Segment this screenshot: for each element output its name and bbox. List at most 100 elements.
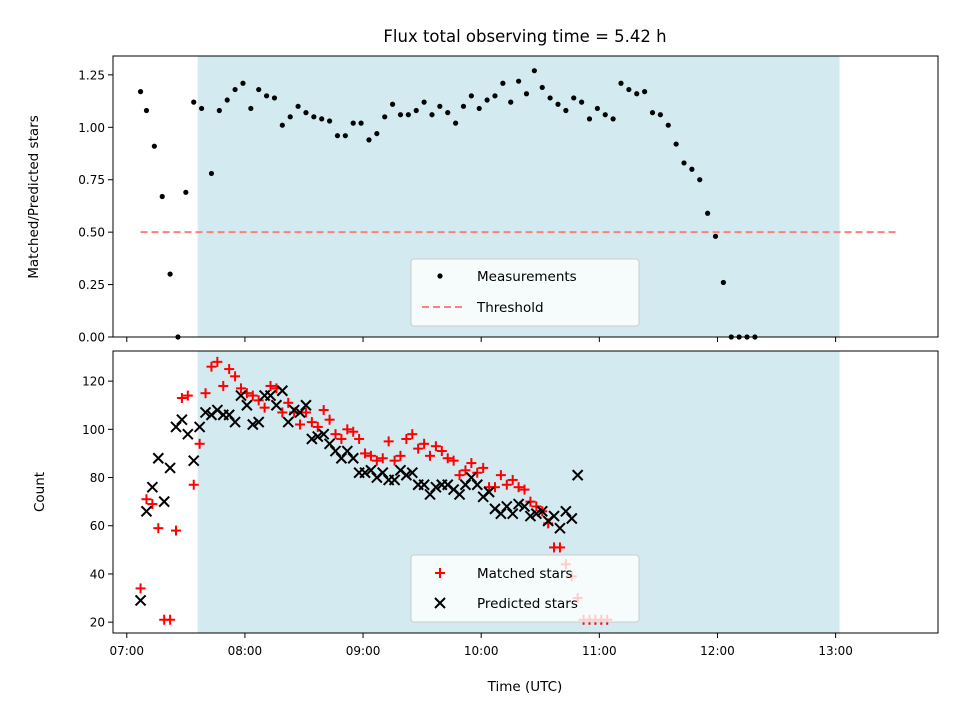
measurement-point — [523, 91, 530, 97]
matched-star-point — [182, 390, 193, 401]
bottom-legend-box — [410, 554, 640, 623]
top-y-tick-label: 1.00 — [78, 121, 105, 135]
top-y-tick-label: 0.50 — [78, 226, 105, 240]
measurement-point — [697, 177, 703, 183]
measurement-point — [712, 233, 719, 239]
matched-star-point — [324, 414, 335, 425]
predicted-star-point — [548, 510, 560, 522]
matched-star-point — [448, 455, 459, 466]
measurement-point — [705, 210, 711, 216]
measurement-point — [326, 118, 333, 124]
measurement-point — [319, 116, 325, 122]
measurement-point — [183, 189, 189, 195]
predicted-star-point — [512, 498, 525, 510]
measurement-point — [256, 86, 262, 93]
measurement-point — [681, 160, 687, 166]
top-plot-marks — [137, 68, 899, 340]
measurement-point — [649, 110, 656, 116]
predicted-star-point — [524, 510, 537, 522]
matched-star-point — [425, 450, 436, 461]
measurement-point — [665, 122, 671, 128]
legend-predicted-label: Predicted stars — [477, 596, 578, 612]
matched-star-point — [371, 455, 382, 466]
measurement-point — [224, 97, 230, 103]
measurement-point — [555, 101, 561, 107]
matched-star-point — [247, 390, 258, 401]
measurement-point — [642, 89, 648, 95]
predicted-star-point — [347, 452, 359, 464]
predicted-star-point — [241, 399, 253, 411]
measurement-point — [350, 120, 356, 126]
predicted-star-point — [566, 512, 578, 525]
legend-measurements-marker — [437, 273, 443, 279]
measurement-point — [248, 105, 254, 112]
predicted-star-point — [554, 522, 566, 534]
measurement-point — [437, 103, 443, 109]
matched-star-point — [312, 421, 323, 432]
legend-threshold-label: Threshold — [476, 300, 544, 316]
measurement-point — [602, 112, 608, 118]
bottom-panel: 20 40 60 80 100 120 07:00 08:00 09:00 10:00 11:00 1… — [32, 350, 939, 695]
bottom-legend: Matched stars Predicted stars — [410, 554, 640, 623]
predicted-star-point — [571, 469, 584, 481]
predicted-star-point — [134, 594, 147, 607]
legend-matched-label: Matched stars — [477, 566, 573, 582]
predicted-star-point — [312, 430, 324, 443]
matched-star-point — [407, 429, 418, 440]
matched-star-point — [507, 474, 518, 485]
predicted-star-point — [164, 462, 176, 474]
matched-star-point — [265, 380, 276, 391]
measurement-point — [191, 99, 197, 105]
matched-star-point — [466, 458, 477, 469]
matched-star-point — [295, 419, 306, 430]
matched-star-point — [306, 417, 317, 428]
top-legend-box — [410, 258, 640, 327]
measurement-point — [594, 105, 600, 112]
matched-star-point — [235, 383, 246, 394]
measurement-point — [143, 107, 150, 114]
matched-star-point — [218, 380, 229, 391]
matched-star-point — [454, 470, 465, 481]
x-axis-label: Time (UTC) — [487, 679, 563, 695]
measurement-point — [421, 99, 427, 105]
measurement-point — [199, 105, 205, 112]
top-plot-frame — [112, 55, 939, 338]
measurement-point — [516, 78, 522, 84]
legend-measurements-label: Measurements — [477, 269, 577, 285]
predicted-star-point — [176, 413, 188, 426]
measurement-point — [279, 122, 285, 128]
bottom-y-axis-label: Count — [32, 472, 48, 512]
measurement-point — [334, 133, 341, 139]
matched-star-point — [442, 453, 453, 464]
measurement-point — [263, 93, 270, 99]
matched-star-point — [360, 448, 371, 459]
matched-star-point — [277, 407, 288, 418]
measurement-point — [453, 120, 459, 126]
measurement-point — [673, 141, 679, 147]
matched-star-point — [200, 388, 211, 399]
matched-star-point — [194, 438, 205, 449]
measurement-point — [413, 107, 419, 114]
bottom-y-tick-label: 120 — [82, 375, 105, 389]
matched-star-point — [135, 583, 146, 594]
matched-star-point — [188, 479, 199, 490]
measurement-point — [366, 137, 372, 143]
matched-star-point — [489, 482, 500, 493]
matched-star-point — [342, 424, 353, 435]
matched-star-point — [519, 484, 530, 495]
matched-star-point — [206, 361, 217, 372]
predicted-star-point — [182, 428, 194, 440]
predicted-star-point — [530, 507, 543, 520]
predicted-star-point — [152, 452, 164, 464]
bottom-plot-marks — [134, 356, 613, 625]
measurement-point — [610, 116, 616, 122]
predicted-star-point — [276, 385, 289, 397]
matched-star-point — [525, 496, 536, 507]
predicted-star-point — [288, 404, 300, 416]
matched-star-point — [401, 433, 412, 444]
predicted-star-point — [270, 399, 283, 411]
x-tick-label: 13:00 — [818, 644, 853, 658]
matched-star-point — [354, 433, 365, 444]
predicted-star-point — [199, 406, 212, 419]
